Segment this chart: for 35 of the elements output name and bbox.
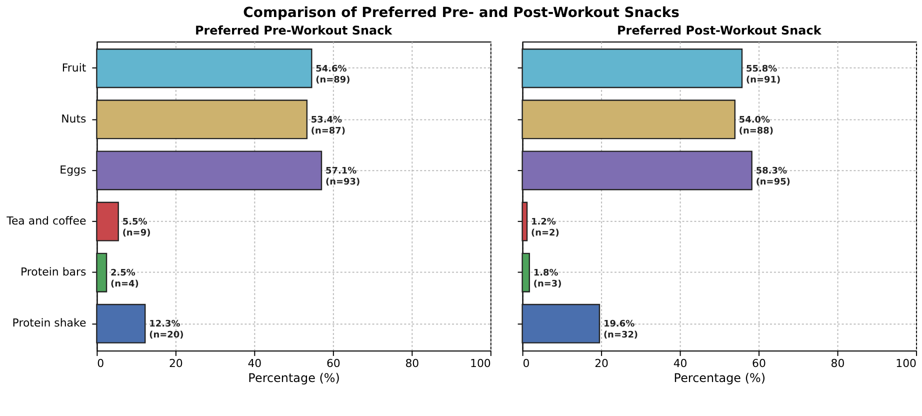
x-tick-label: 100 (896, 356, 917, 370)
y-tick-label: Fruit (62, 61, 87, 74)
data-label: 54.0% (n=88) (738, 115, 774, 136)
x-tick-label: 0 (522, 356, 530, 370)
text: Comparison of Preferred Pre- and Post-Workout Snacks (243, 5, 680, 22)
chart-title: Preferred Pre-Workout Snack (194, 24, 394, 38)
y-tick-label: Protein shake (12, 316, 86, 330)
x-tick-label: 40 (673, 356, 688, 370)
x-tick-label: 60 (326, 356, 340, 370)
x-tick-label: 20 (594, 356, 609, 370)
data-label: 58.3% (n=95) (756, 166, 790, 188)
x-axis-title: Percentage (%) (248, 370, 340, 385)
data-label: 57.1% (n=93) (325, 166, 360, 188)
y-tick-label: Protein bars (20, 266, 86, 279)
x-tick-label: 100 (470, 356, 491, 370)
data-label: 54.6% (n=89) (316, 64, 350, 86)
chart-title: Preferred Post-Workout Snack (617, 24, 822, 38)
data-label: 2.5% (n=4) (110, 268, 139, 290)
x-tick-label: 20 (168, 356, 183, 370)
y-tick-label: Nuts (61, 112, 87, 126)
x-tick-label: 0 (97, 356, 104, 370)
data-label: 55.8% (n=91) (746, 64, 781, 86)
data-label: 5.5% (n=9) (122, 218, 151, 238)
y-tick-label: Eggs (60, 163, 86, 176)
x-tick-label: 80 (830, 356, 845, 370)
x-tick-label: 60 (752, 356, 766, 370)
data-label: 1.2% (n=2) (531, 218, 560, 238)
y-tick-label: Tea and coffee (6, 214, 86, 228)
data-label: 53.4% (n=87) (310, 115, 346, 136)
x-tick-label: 80 (405, 356, 420, 370)
data-label: 19.6% (n=32) (603, 320, 638, 341)
data-label: 1.8% (n=3) (533, 268, 562, 290)
x-tick-label: 40 (248, 356, 262, 370)
x-axis-title: Percentage (%) (674, 370, 766, 385)
data-label: 12.3% (n=20) (149, 320, 184, 341)
